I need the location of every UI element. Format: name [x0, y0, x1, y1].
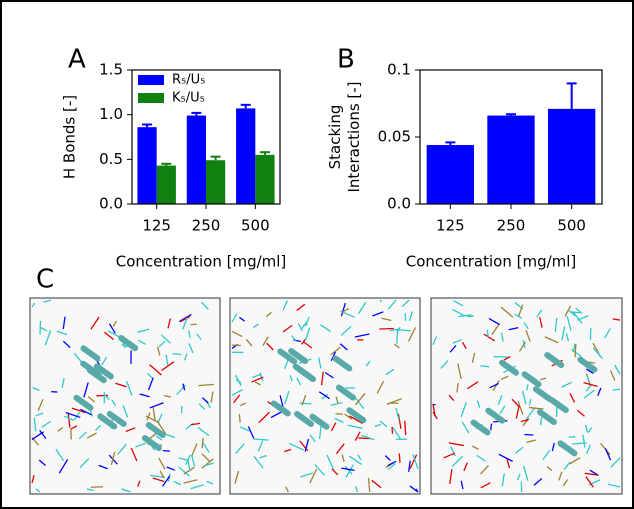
- bar: [236, 108, 255, 204]
- snapshot: [431, 298, 622, 494]
- snapshot: [30, 298, 220, 494]
- bond: [491, 424, 492, 431]
- panel-label: A: [68, 45, 86, 75]
- legend-label: R₅/U₅: [172, 73, 205, 88]
- x-axis-title: Concentration [mg/ml]: [406, 253, 577, 271]
- y-tick-label: 0.0: [387, 195, 411, 213]
- y-axis-title: H Bonds [-]: [61, 95, 79, 179]
- y-tick-label: 0.05: [378, 128, 411, 146]
- legend-swatch: [138, 93, 164, 103]
- bond: [524, 434, 533, 435]
- panel-label: C: [36, 265, 54, 295]
- x-tick-label: 250: [497, 217, 526, 235]
- snapshots: [30, 298, 622, 494]
- x-tick-label: 500: [557, 217, 586, 235]
- bond: [575, 344, 576, 357]
- bar: [548, 109, 595, 204]
- bar: [187, 116, 206, 204]
- x-tick-label: 500: [241, 217, 270, 235]
- x-axis-title: Concentration [mg/ml]: [116, 253, 287, 271]
- bond: [569, 437, 575, 438]
- bond: [405, 421, 406, 435]
- bond: [239, 414, 240, 423]
- bar: [487, 116, 534, 204]
- bar: [137, 127, 156, 204]
- y-tick-label: 1.0: [99, 105, 123, 123]
- y-tick-label: 0.0: [99, 195, 123, 213]
- bar: [157, 166, 176, 204]
- bond: [399, 453, 400, 462]
- bond: [379, 329, 394, 330]
- bond: [487, 330, 488, 337]
- panel-label: B: [337, 45, 355, 75]
- legend-label: K₅/U₅: [172, 91, 205, 106]
- x-tick-label: 125: [142, 217, 171, 235]
- y-axis-title: Interactions [-]: [345, 81, 363, 192]
- bond: [613, 389, 620, 390]
- bond: [571, 312, 580, 313]
- figure: C A 0.0 0.5 1.0 1.5 H Bonds [-] Concentration …: [0, 0, 634, 509]
- y-tick-label: 0.5: [99, 150, 123, 168]
- bar: [206, 160, 225, 204]
- y-axis-title: Stacking: [326, 105, 344, 170]
- bar: [427, 145, 474, 204]
- y-tick-label: 1.5: [99, 61, 123, 79]
- legend-swatch: [138, 75, 164, 85]
- y-tick-label: 0.1: [387, 61, 411, 79]
- bar: [255, 155, 274, 204]
- x-tick-label: 125: [436, 217, 465, 235]
- x-tick-label: 250: [192, 217, 221, 235]
- bond: [173, 354, 181, 355]
- bond: [336, 414, 343, 415]
